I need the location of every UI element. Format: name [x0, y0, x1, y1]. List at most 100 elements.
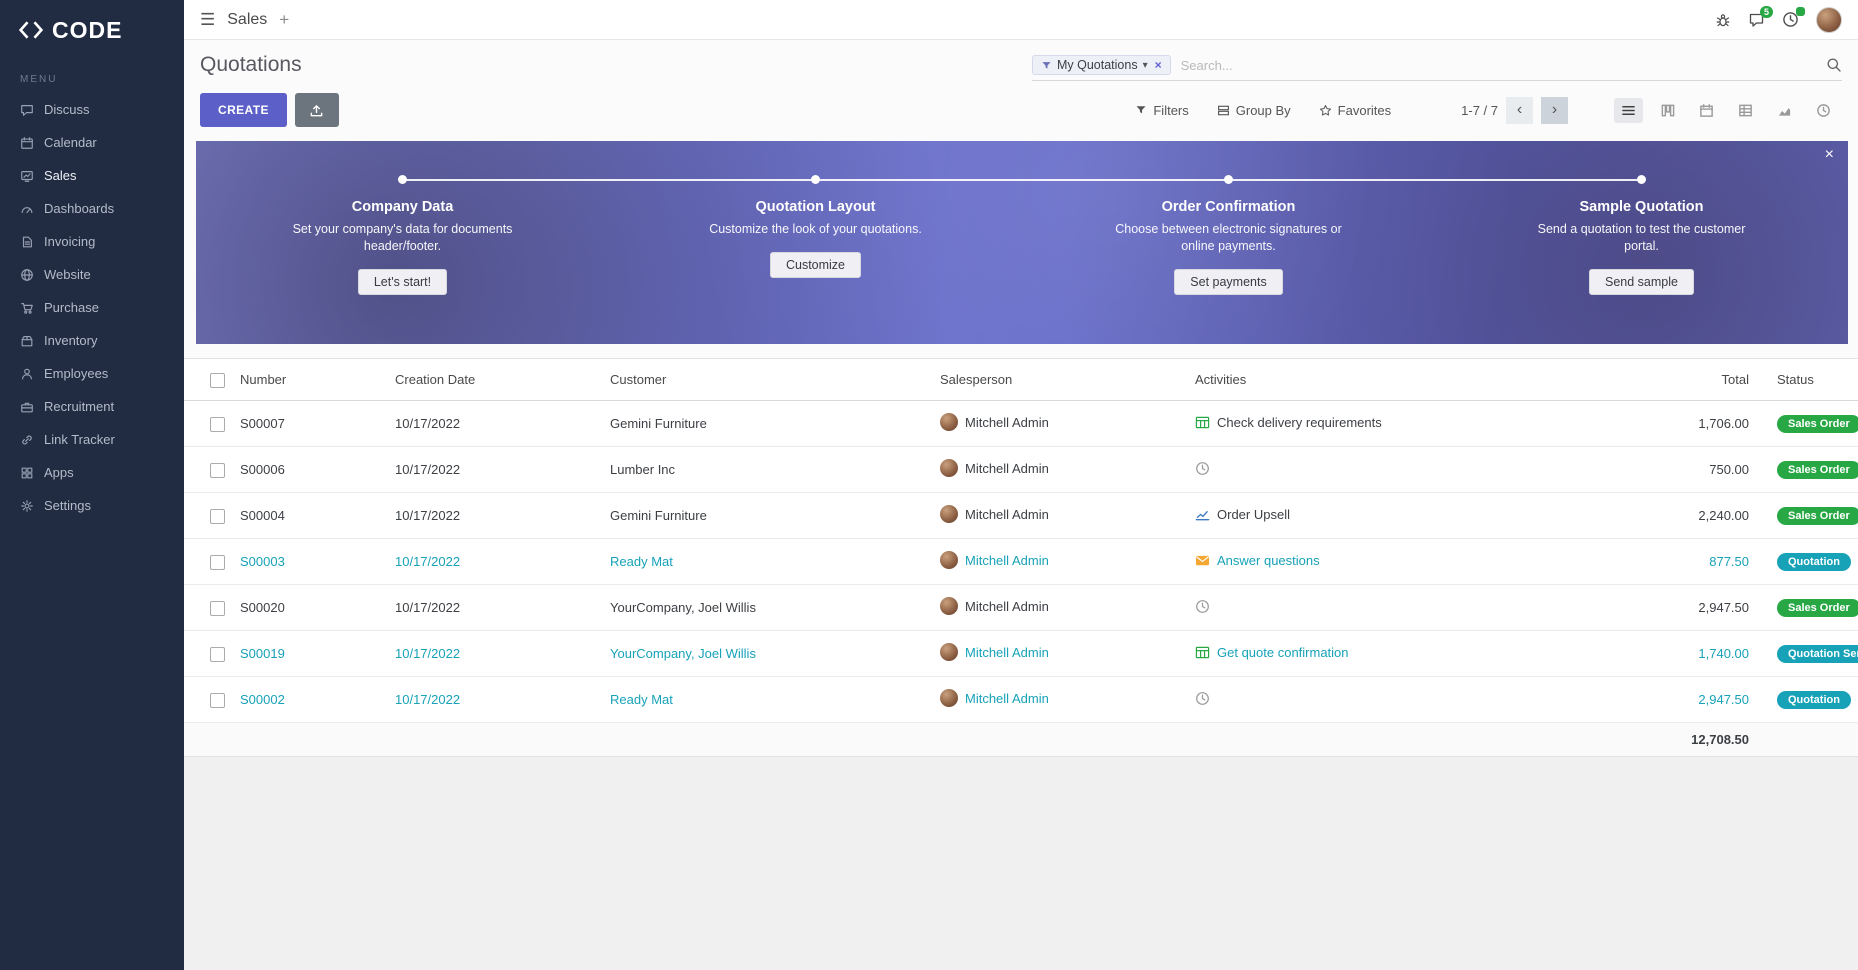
status-badge: Quotation — [1777, 552, 1851, 571]
total-amount: 2,240.00 — [1615, 492, 1765, 539]
search-input[interactable] — [1170, 55, 1826, 75]
clock-activity-icon[interactable] — [1195, 599, 1210, 614]
sales-icon — [21, 170, 33, 182]
table-row[interactable]: S00003 10/17/2022 Ready Mat Mitchell Adm… — [184, 538, 1858, 585]
graph-view-button[interactable] — [1770, 98, 1799, 123]
sidebar-item-calendar[interactable]: Calendar — [0, 126, 184, 159]
apps-icon — [21, 467, 33, 478]
table-row[interactable]: S00020 10/17/2022 YourCompany, Joel Will… — [184, 584, 1858, 631]
col-header-salesperson[interactable]: Salesperson — [940, 358, 1195, 401]
envelope-activity-icon[interactable] — [1195, 553, 1210, 568]
sidebar-item-settings[interactable]: Settings — [0, 489, 184, 522]
set-payments-button[interactable]: Set payments — [1174, 268, 1283, 295]
activity-label[interactable]: Order Upsell — [1217, 506, 1290, 522]
step-dot — [811, 175, 820, 184]
filters-button[interactable]: Filters — [1135, 102, 1189, 118]
table-row[interactable]: S00006 10/17/2022 Lumber Inc Mitchell Ad… — [184, 446, 1858, 493]
creation-date: 10/17/2022 — [395, 400, 610, 447]
activity-label[interactable]: Check delivery requirements — [1217, 414, 1382, 430]
list-view-button[interactable] — [1614, 97, 1643, 123]
sidebar-item-invoicing[interactable]: Invoicing — [0, 225, 184, 258]
calendar-view-button[interactable] — [1692, 98, 1721, 123]
lets-start-button[interactable]: Let's start! — [357, 268, 448, 295]
code-logo-icon — [18, 21, 44, 39]
user-avatar[interactable] — [1816, 6, 1842, 33]
group-by-label: Group By — [1235, 102, 1291, 118]
table-row[interactable]: S00004 10/17/2022 Gemini Furniture Mitch… — [184, 492, 1858, 539]
add-tab-icon[interactable]: + — [279, 9, 290, 29]
hamburger-menu-icon[interactable]: ☰ — [200, 9, 216, 29]
caret-down-icon[interactable]: ▾ — [1142, 59, 1148, 71]
table-row[interactable]: S00002 10/17/2022 Ready Mat Mitchell Adm… — [184, 676, 1858, 723]
search-facet[interactable]: My Quotations ▾ × — [1032, 55, 1171, 75]
col-header-total[interactable]: Total — [1615, 358, 1765, 401]
row-checkbox[interactable] — [210, 508, 225, 524]
customer-name: Gemini Furniture — [610, 492, 940, 539]
messages-icon[interactable]: 5 — [1748, 5, 1773, 28]
chart-activity-icon[interactable] — [1195, 507, 1210, 522]
customize-button[interactable]: Customize — [769, 251, 862, 278]
activity-label[interactable]: Answer questions — [1217, 552, 1320, 568]
row-checkbox[interactable] — [210, 554, 225, 570]
onboarding-step-company-data: Company Data Set your company's data for… — [196, 141, 609, 344]
filters-label: Filters — [1153, 102, 1189, 118]
activity-view-button[interactable] — [1809, 98, 1838, 123]
banner-close-icon[interactable]: × — [1824, 146, 1834, 163]
sidebar-item-link-tracker[interactable]: Link Tracker — [0, 423, 184, 456]
favorites-button[interactable]: Favorites — [1319, 103, 1391, 118]
sidebar-item-employees[interactable]: Employees — [0, 357, 184, 390]
sidebar-item-purchase[interactable]: Purchase — [0, 291, 184, 324]
table-row[interactable]: S00019 10/17/2022 YourCompany, Joel Will… — [184, 630, 1858, 677]
brand-name: CODE — [52, 16, 123, 43]
select-all-checkbox[interactable] — [210, 372, 225, 388]
sidebar-item-apps[interactable]: Apps — [0, 456, 184, 489]
sidebar-item-inventory[interactable]: Inventory — [0, 324, 184, 357]
sidebar-item-website[interactable]: Website — [0, 258, 184, 291]
step-description: Send a quotation to test the customer po… — [1537, 222, 1746, 253]
salesperson-avatar — [940, 597, 958, 615]
creation-date: 10/17/2022 — [395, 630, 610, 677]
search-bar[interactable]: My Quotations ▾ × — [1032, 55, 1842, 81]
send-sample-button[interactable]: Send sample — [1589, 268, 1694, 295]
table-row[interactable]: S00007 10/17/2022 Gemini Furniture Mitch… — [184, 400, 1858, 447]
onboarding-step-sample-quotation: Sample Quotation Send a quotation to tes… — [1435, 141, 1848, 344]
spreadsheet-activity-icon[interactable] — [1195, 415, 1210, 430]
pager-next-button[interactable]: › — [1541, 96, 1568, 124]
pivot-view-button[interactable] — [1731, 98, 1760, 123]
customer-name: YourCompany, Joel Willis — [610, 584, 940, 631]
search-icon[interactable] — [1826, 57, 1842, 73]
create-button[interactable]: CREATE — [200, 93, 287, 127]
col-header-number[interactable]: Number — [240, 358, 395, 401]
quotations-table: Number Creation Date Customer Salesperso… — [184, 358, 1858, 757]
total-amount: 1,706.00 — [1615, 400, 1765, 447]
row-checkbox[interactable] — [210, 462, 225, 478]
remove-facet-icon[interactable]: × — [1154, 58, 1162, 72]
sidebar-item-sales[interactable]: Sales — [0, 159, 184, 192]
page-title: Quotations — [200, 53, 302, 76]
pager-previous-button[interactable]: ‹ — [1506, 96, 1533, 124]
col-header-creation-date[interactable]: Creation Date — [395, 358, 610, 401]
export-button[interactable] — [294, 93, 339, 127]
row-checkbox[interactable] — [210, 600, 225, 616]
brand-logo[interactable]: CODE — [0, 0, 184, 60]
current-app-name[interactable]: Sales — [227, 10, 268, 28]
row-checkbox[interactable] — [210, 692, 225, 708]
activities-clock-icon[interactable] — [1782, 7, 1805, 28]
customer-name: YourCompany, Joel Willis — [610, 630, 940, 677]
clock-activity-icon[interactable] — [1195, 691, 1210, 706]
sidebar-item-label: Sales — [44, 168, 77, 183]
debug-bug-icon[interactable] — [1715, 12, 1731, 28]
sidebar-item-discuss[interactable]: Discuss — [0, 93, 184, 126]
col-header-activities[interactable]: Activities — [1195, 358, 1615, 401]
group-by-button[interactable]: Group By — [1217, 103, 1291, 118]
activity-label[interactable]: Get quote confirmation — [1217, 644, 1349, 660]
row-checkbox[interactable] — [210, 416, 225, 432]
sidebar-item-recruitment[interactable]: Recruitment — [0, 390, 184, 423]
sidebar-item-dashboards[interactable]: Dashboards — [0, 192, 184, 225]
col-header-customer[interactable]: Customer — [610, 358, 940, 401]
clock-activity-icon[interactable] — [1195, 461, 1210, 476]
col-header-status[interactable]: Status — [1765, 358, 1858, 401]
spreadsheet-activity-icon[interactable] — [1195, 645, 1210, 660]
kanban-view-button[interactable] — [1653, 98, 1682, 123]
row-checkbox[interactable] — [210, 646, 225, 662]
